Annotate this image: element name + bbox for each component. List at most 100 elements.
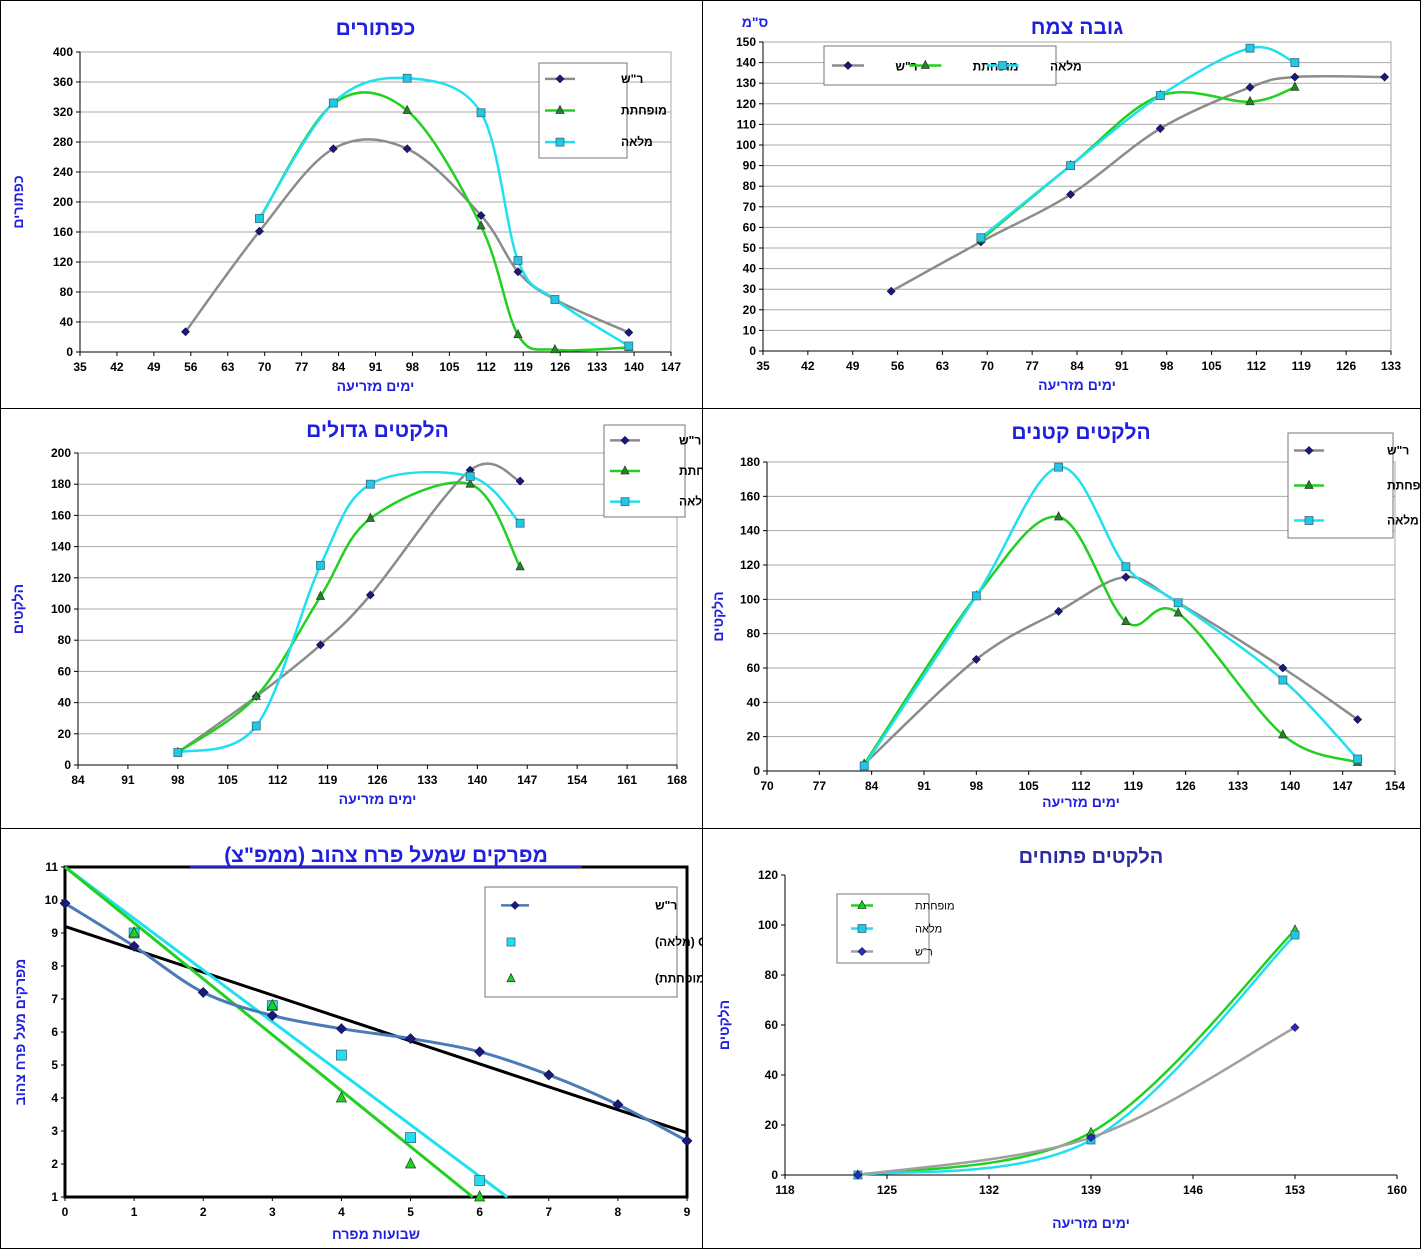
data-point-2-5 [550, 295, 560, 304]
y-tick-label: 80 [743, 179, 757, 193]
data-point-0-1 [971, 654, 981, 664]
y-tick-label: 40 [58, 696, 72, 710]
x-tick-label: 77 [295, 360, 309, 374]
data-point-2-4 [1290, 58, 1300, 67]
x-tick-label: 133 [417, 773, 437, 787]
y-tick-label: 80 [747, 627, 761, 641]
x-axis-label: ימים מזריעה [1038, 377, 1116, 393]
y-tick-label: 180 [51, 477, 71, 491]
data-point-0-7 [624, 328, 634, 337]
legend-0-1-marker [555, 104, 565, 114]
chart-panel-open-bolls: 0 20 40 60 80 100 120 118 125 132 139 146 153 160 הלקט… [702, 828, 1421, 1249]
y-tick-label: 5 [51, 1058, 58, 1072]
data-point-0-3 [365, 590, 375, 600]
y-tick-label: 0 [749, 344, 756, 358]
chart-panel-buds: 0 40 80 120 160 200 240 280 320 360 400 35 42 49 56 63 7… [0, 0, 703, 409]
x-tick-label: 70 [760, 779, 774, 793]
y-tick-label: 120 [736, 97, 756, 111]
y-tick-label: 140 [51, 540, 71, 554]
data-point-0-6 [1353, 715, 1363, 724]
legend-label: מופחתת [621, 104, 667, 118]
data-point-2-1 [1086, 1133, 1096, 1142]
x-tick-label: 105 [439, 360, 459, 374]
y-tick-label: 60 [747, 661, 761, 675]
x-tick-label: 126 [1176, 779, 1196, 793]
data-point-1-5 [550, 343, 560, 354]
data-point-0-6 [1380, 72, 1390, 82]
y-tick-label: 9 [51, 926, 58, 940]
chart-title: כפתורים [336, 17, 416, 40]
data-point-0-5 [515, 476, 525, 486]
x-tick-label: 98 [970, 779, 984, 793]
data-point-2-3 [1121, 562, 1131, 572]
data-point-0-2 [316, 640, 325, 650]
y-tick-label: 110 [737, 117, 757, 131]
x-tick-label: 112 [1247, 359, 1267, 373]
data-point-0-5 [513, 267, 523, 277]
data-point-0-5 [1278, 663, 1288, 673]
legend: ר"ש מופחתת מלאה [538, 62, 667, 159]
data-point-0-3 [266, 1010, 278, 1021]
data-point-2-3 [365, 479, 375, 489]
trendline-1 [64, 865, 509, 1199]
data-point-2-4 [513, 256, 523, 265]
x-tick-label: 118 [775, 1183, 795, 1197]
y-tick-label: 140 [740, 524, 760, 538]
x-tick-label: 6 [476, 1205, 483, 1219]
y-tick-label: 3 [51, 1124, 58, 1138]
y-tick-label: 150 [736, 35, 756, 49]
chart-panel-height: 0 10 20 30 40 50 60 70 80 90 100 110 120 130 140 150 35 4… [702, 0, 1421, 409]
y-tick-label: 40 [747, 695, 761, 709]
data-point-2-1 [266, 998, 278, 1011]
legend-1-0-marker [843, 61, 853, 70]
y-axis-label: מפרקים מעל פרח צהוב [12, 959, 28, 1106]
x-tick-label: 126 [550, 360, 570, 374]
data-point-0-2 [1066, 190, 1076, 199]
data-point-2-2 [1155, 91, 1165, 100]
series-line-2 [857, 1026, 1296, 1177]
data-point-1-3 [365, 512, 376, 522]
x-tick-label: 98 [406, 360, 420, 374]
y-tick-label: 8 [51, 959, 58, 973]
y-tick-label: 100 [51, 602, 71, 616]
y-tick-label: 70 [743, 200, 757, 214]
series-line-2 [177, 470, 522, 754]
y-tick-label: 160 [51, 508, 71, 522]
x-tick-label: 125 [877, 1183, 897, 1197]
x-tick-label: 91 [121, 773, 135, 787]
legend-5-1-marker [857, 924, 867, 933]
x-tick-label: 133 [1228, 779, 1248, 793]
x-tick-label: 8 [615, 1205, 622, 1219]
data-point-0-0 [181, 327, 190, 337]
series-line-0 [857, 929, 1296, 1177]
trendline-0 [64, 924, 688, 1135]
legend-label: מלאה [621, 135, 653, 149]
legend-4-0-marker [510, 900, 520, 910]
legend-1-2-marker [998, 61, 1008, 70]
x-tick-label: 98 [171, 773, 185, 787]
data-point-1-4 [1290, 81, 1300, 91]
data-point-0-4 [336, 1023, 347, 1035]
y-axis-label: כפתורים [10, 175, 26, 228]
data-point-1-2 [1290, 930, 1300, 940]
legend-label: ר"ש [1387, 444, 1409, 458]
chart-large-bolls: 0 20 40 60 80 100 120 140 160 180 200 84 91 98 105 112 1… [10, 419, 702, 807]
data-point-1-4 [465, 478, 475, 488]
x-tick-label: 63 [221, 360, 235, 374]
x-tick-label: 119 [1292, 359, 1312, 373]
series-line-1 [177, 481, 522, 754]
x-tick-label: 112 [268, 773, 288, 787]
chart-title: גובה צמח [1031, 16, 1124, 39]
legend-label: ר"ש [895, 60, 917, 74]
data-point-2-1 [251, 721, 261, 731]
x-tick-label: 140 [1280, 779, 1300, 793]
legend-label: מלאה [679, 495, 702, 509]
data-point-1-3 [1245, 95, 1255, 106]
data-point-2-1 [1066, 161, 1075, 171]
y-tick-label: 360 [53, 75, 73, 89]
data-point-2-2 [402, 73, 412, 83]
data-point-0-1 [128, 940, 140, 952]
data-point-2-2 [1054, 462, 1063, 472]
x-tick-label: 105 [218, 773, 238, 787]
data-point-0-4 [476, 211, 486, 220]
